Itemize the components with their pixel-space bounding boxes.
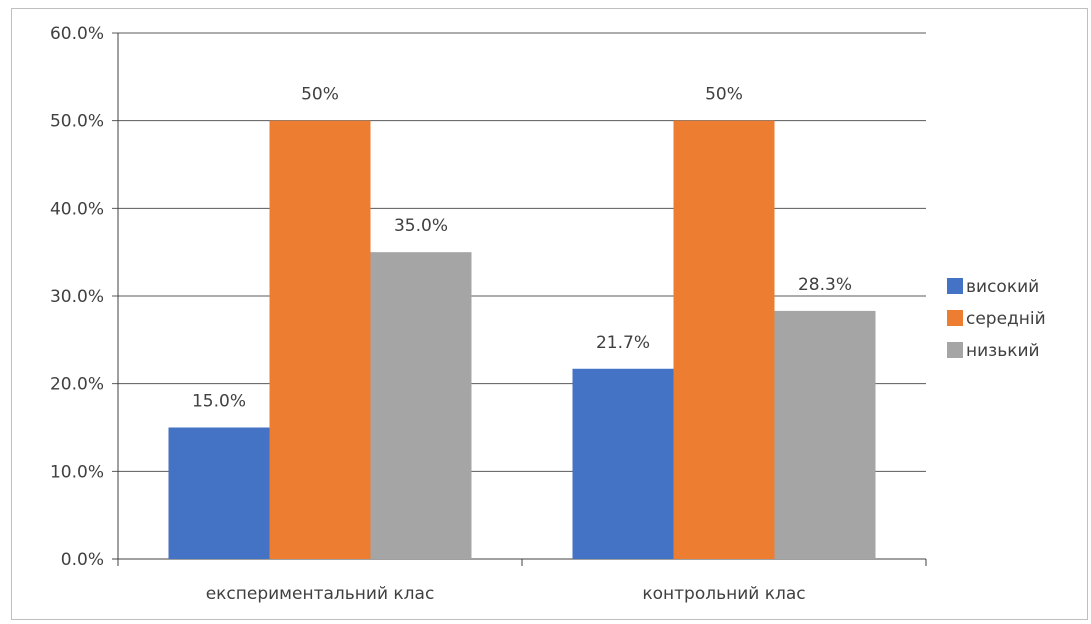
legend-swatch: [947, 310, 963, 326]
category-label: контрольний клас: [642, 584, 805, 604]
data-label: 35.0%: [394, 216, 448, 236]
bar: [269, 120, 371, 560]
legend-swatch: [947, 342, 963, 358]
legend: високий середній низький: [947, 277, 1046, 361]
legend-label: високий: [966, 277, 1039, 297]
x-axis: експериментальний клас контрольний клас: [117, 33, 927, 604]
y-tick-label: 10.0%: [50, 462, 104, 482]
y-tick-label: 50.0%: [50, 112, 104, 132]
data-labels: 15.0% 50% 35.0% 21.7% 50% 28.3%: [192, 85, 852, 412]
data-label: 28.3%: [798, 275, 852, 295]
y-tick-label: 0.0%: [61, 550, 104, 570]
bars: [168, 120, 876, 560]
bar: [370, 252, 472, 559]
bar: [572, 368, 674, 559]
data-label: 15.0%: [192, 392, 246, 412]
data-label: 50%: [705, 85, 743, 105]
bar: [774, 310, 876, 559]
y-tick-label: 20.0%: [50, 375, 104, 395]
legend-label: низький: [966, 341, 1040, 361]
legend-swatch: [947, 278, 963, 294]
y-axis-ticks: 0.0% 10.0% 20.0% 30.0% 40.0% 50.0% 60.0%: [50, 24, 104, 570]
data-label: 21.7%: [596, 333, 650, 353]
y-tick-label: 60.0%: [50, 24, 104, 44]
bar: [168, 427, 270, 559]
legend-label: середній: [966, 309, 1046, 329]
y-tick-label: 30.0%: [50, 287, 104, 307]
bar: [673, 120, 775, 560]
category-label: експериментальний клас: [206, 584, 435, 604]
y-tick-label: 40.0%: [50, 199, 104, 219]
data-label: 50%: [301, 85, 339, 105]
